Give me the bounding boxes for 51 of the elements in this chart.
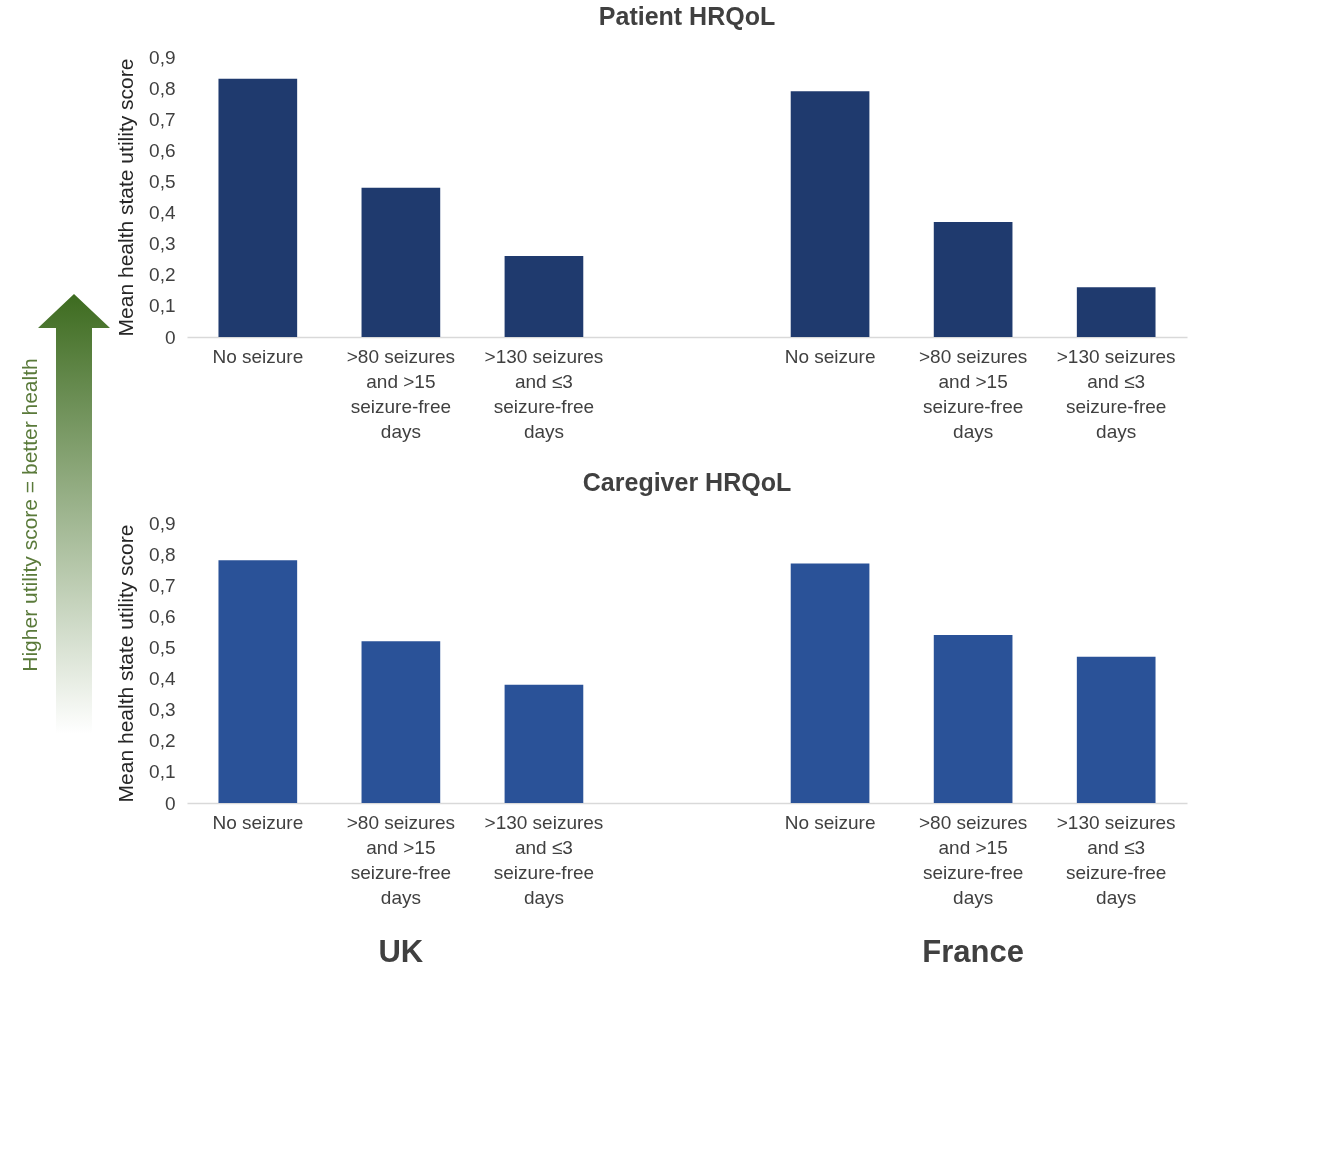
y-tick-label: 0,9 (149, 46, 176, 68)
x-tick-label: >80 seizures and >15 seizure-free days (346, 811, 456, 908)
y-tick-label: 0,1 (149, 295, 176, 317)
y-axis-title: Mean health state utility score (114, 58, 138, 337)
y-tick-label: 0,7 (149, 108, 176, 130)
bar (218, 560, 298, 803)
y-tick-label: 0,7 (149, 574, 176, 596)
x-tick-label: >80 seizures and >15 seizure-free days (346, 345, 456, 442)
y-tick-label: 0,8 (149, 77, 176, 99)
text: France (922, 934, 1024, 969)
x-tick-label: No seizure (212, 811, 304, 833)
bar (504, 684, 584, 803)
y-tick-label: 0,2 (149, 730, 176, 752)
x-tick-label: >130 seizures and ≤3 seizure-free days (484, 345, 604, 442)
y-tick-label: 0,5 (149, 636, 176, 658)
y-tick-label: 0,4 (149, 668, 176, 690)
x-tick-label: >130 seizures and ≤3 seizure-free days (1056, 345, 1176, 442)
bar (1076, 656, 1156, 803)
y-tick-label: 0,5 (149, 170, 176, 192)
bar (1076, 287, 1156, 337)
x-tick-label: No seizure (212, 345, 304, 367)
y-tick-label: 0,3 (149, 233, 176, 255)
y-tick-label: 0,6 (149, 605, 176, 627)
bar (933, 635, 1013, 803)
text: Higher utility score = better health (18, 358, 42, 672)
chart-title: Patient HRQoL (598, 2, 776, 30)
y-tick-label: 0,6 (149, 139, 176, 161)
x-tick-label: >80 seizures and >15 seizure-free days (918, 811, 1028, 908)
bar (790, 91, 870, 337)
bar (361, 187, 441, 337)
x-tick-label: No seizure (784, 345, 876, 367)
y-tick-label: 0 (164, 326, 176, 348)
bar (933, 221, 1013, 337)
x-tick-label: >130 seizures and ≤3 seizure-free days (484, 811, 604, 908)
y-tick-label: 0,2 (149, 264, 176, 286)
bar (361, 641, 441, 803)
y-tick-label: 0,9 (149, 512, 176, 534)
x-tick-label: >130 seizures and ≤3 seizure-free days (1056, 811, 1176, 908)
bar (790, 563, 870, 803)
y-tick-label: 0 (164, 792, 176, 814)
y-axis-title: Mean health state utility score (114, 524, 138, 803)
y-tick-label: 0,1 (149, 761, 176, 783)
text: UK (378, 934, 424, 969)
y-tick-label: 0,4 (149, 202, 176, 224)
y-tick-label: 0,8 (149, 543, 176, 565)
x-tick-label: No seizure (784, 811, 876, 833)
bar (504, 256, 584, 337)
y-tick-label: 0,3 (149, 699, 176, 721)
bar (218, 78, 298, 337)
chart-title: Caregiver HRQoL (582, 468, 792, 496)
x-tick-label: >80 seizures and >15 seizure-free days (918, 345, 1028, 442)
